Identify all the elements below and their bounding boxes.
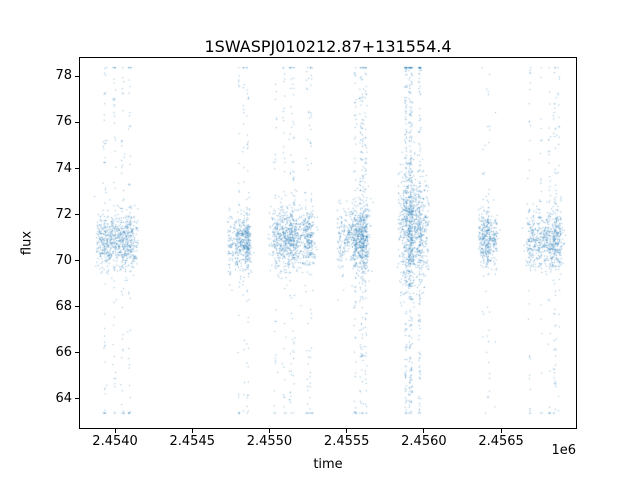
y-tick-mark <box>75 168 79 170</box>
y-tick-mark <box>75 214 79 216</box>
x-tick-mark <box>268 429 270 433</box>
y-tick-label: 74 <box>55 160 72 176</box>
plot-area <box>79 57 577 429</box>
y-tick-mark <box>75 398 79 400</box>
x-tick-label: 2.4555 <box>323 434 370 449</box>
x-tick-mark <box>114 429 116 433</box>
y-tick-label: 76 <box>55 114 72 130</box>
scatter-points-canvas <box>80 58 576 428</box>
x-tick-label: 2.4550 <box>246 434 293 449</box>
y-tick-mark <box>75 352 79 354</box>
y-tick-label: 64 <box>55 390 72 406</box>
y-tick-mark <box>75 306 79 308</box>
y-axis-label: flux <box>19 230 35 256</box>
x-axis-label: time <box>313 457 343 472</box>
y-tick-label: 70 <box>55 252 72 268</box>
y-tick-label: 72 <box>55 206 72 222</box>
y-tick-label: 66 <box>55 344 72 360</box>
x-tick-label: 2.4560 <box>401 434 447 449</box>
x-tick-mark <box>500 429 502 433</box>
x-tick-label: 2.4565 <box>478 434 524 449</box>
chart-title: 1SWASPJ010212.87+131554.4 <box>204 37 452 56</box>
x-tick-mark <box>346 429 348 433</box>
y-tick-label: 78 <box>55 68 72 84</box>
y-tick-label: 68 <box>55 298 72 314</box>
x-tick-label: 2.4545 <box>169 434 216 449</box>
x-tick-mark <box>191 429 193 433</box>
x-axis-offset-label: 1e6 <box>551 443 576 458</box>
y-tick-mark <box>75 260 79 262</box>
x-tick-mark <box>423 429 425 433</box>
x-tick-label: 2.4540 <box>92 434 138 449</box>
y-tick-mark <box>75 121 79 123</box>
y-tick-mark <box>75 75 79 77</box>
